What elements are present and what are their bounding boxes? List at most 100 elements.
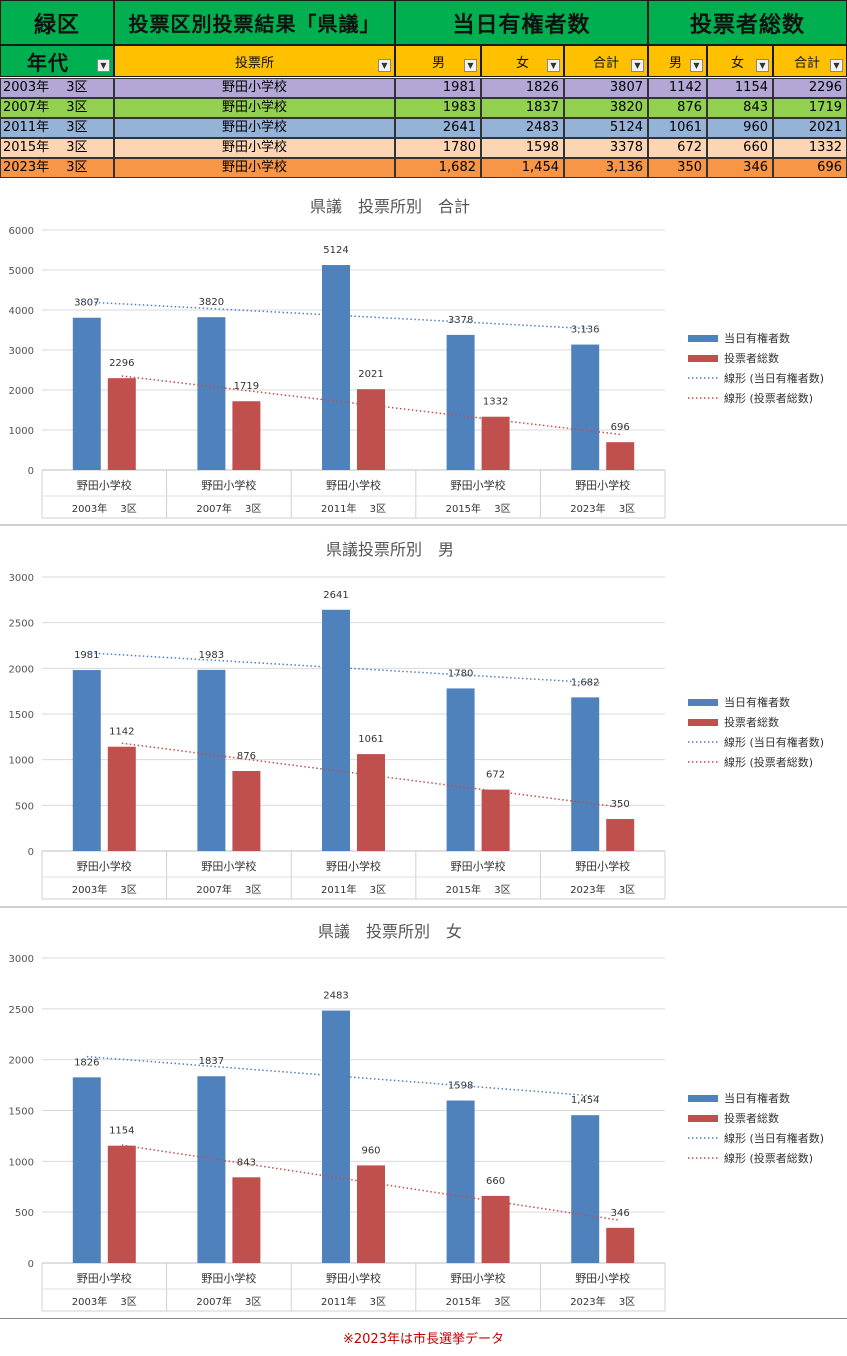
filter-dropdown-icon[interactable]: ▼ [97,59,110,72]
bar-voters [322,1010,350,1263]
data-label: 346 [611,1208,630,1219]
data-label: 1598 [448,1081,473,1092]
filter-dropdown-icon[interactable]: ▼ [464,59,477,72]
voters-male-cell[interactable]: 2641 [395,118,481,138]
voters-female-cell[interactable]: 1837 [481,98,564,118]
bar-voters [72,317,101,470]
bar-voters [446,1100,475,1263]
bar-turnout [107,378,136,470]
data-label: 3807 [74,298,99,309]
turnout-male-cell[interactable]: 876 [648,98,707,118]
voters-female-cell[interactable]: 1,454 [481,158,564,178]
voters-male-cell[interactable]: 1,682 [395,158,481,178]
x-tick-label: 野田小学校 [451,1271,506,1285]
col-voters-total-header[interactable]: 合計 ▼ [564,45,648,77]
x-tick-label: 野田小学校 [575,1271,630,1285]
year-cell[interactable]: 2003年 3区 [0,78,114,98]
data-label: 1981 [74,650,99,661]
bar-turnout [481,1195,510,1263]
year-cell[interactable]: 2023年 3区 [0,158,114,178]
voters-female-cell[interactable]: 1598 [481,138,564,158]
x-group-label: 2003年 3区 [72,502,137,515]
voters-male-cell[interactable]: 1780 [395,138,481,158]
y-tick-label: 2500 [9,619,34,630]
bar-turnout [606,442,635,470]
turnout-female-cell[interactable]: 346 [707,158,773,178]
col-turnout-female-header[interactable]: 女 ▼ [707,45,773,77]
turnout-total-cell[interactable]: 1719 [773,98,847,118]
bar-voters [322,265,350,470]
data-label: 1837 [199,1056,224,1067]
col-voters-female-header[interactable]: 女 ▼ [481,45,564,77]
chart-divider [0,524,847,526]
col-voters-male-header[interactable]: 男 ▼ [395,45,481,77]
year-cell[interactable]: 2011年 3区 [0,118,114,138]
y-tick-label: 1000 [9,1157,34,1168]
legend-label: 当日有権者数 [724,1091,790,1105]
legend-swatch-voters [688,335,718,342]
turnout-female-cell[interactable]: 660 [707,138,773,158]
bar-turnout [357,754,385,851]
voters-total-cell[interactable]: 3378 [564,138,648,158]
col-year-header[interactable]: 年代 ▼ [0,45,114,77]
voters-total-cell[interactable]: 5124 [564,118,648,138]
col-turnout-total-label: 合計 [794,55,821,71]
turnout-total-cell[interactable]: 2296 [773,78,847,98]
turnout-total-cell[interactable]: 696 [773,158,847,178]
voters-male-cell[interactable]: 1981 [395,78,481,98]
voters-female-cell[interactable]: 1826 [481,78,564,98]
turnout-male-cell[interactable]: 1142 [648,78,707,98]
legend-swatch-turnout [688,1115,718,1122]
x-tick-label: 野田小学校 [575,478,630,492]
bar-turnout [481,416,510,470]
title-cell: 投票区別投票結果「県議」 [114,0,395,45]
legend-label: 当日有権者数 [724,331,790,345]
place-cell[interactable]: 野田小学校 [114,118,395,138]
data-label: 660 [486,1176,505,1187]
legend-swatch-voters [688,1095,718,1102]
turnout-male-cell[interactable]: 350 [648,158,707,178]
x-tick-label: 野田小学校 [575,859,630,873]
voters-male-cell[interactable]: 1983 [395,98,481,118]
turnout-female-cell[interactable]: 960 [707,118,773,138]
voters-total-cell[interactable]: 3820 [564,98,648,118]
chart-male[interactable]: 県議投票所別 男 0 500 1000 1500 2000 2500 3000 野田小学校 200… [0,526,847,906]
turnout-female-cell[interactable]: 843 [707,98,773,118]
col-turnout-male-header[interactable]: 男 ▼ [648,45,707,77]
legend-label: 当日有権者数 [724,695,790,709]
place-cell[interactable]: 野田小学校 [114,158,395,178]
x-tick-label: 野田小学校 [77,1271,132,1285]
place-cell[interactable]: 野田小学校 [114,138,395,158]
col-place-label: 投票所 [234,55,274,71]
bar-turnout [107,1145,136,1263]
filter-active-icon[interactable]: ▼ [378,59,391,72]
col-place-header[interactable]: 投票所 ▼ [114,45,395,77]
turnout-total-cell[interactable]: 2021 [773,118,847,138]
chart-female[interactable]: 県議 投票所別 女 0 500 1000 1500 2000 2500 3000 野田小学校 20… [0,908,847,1316]
legend-label: 線形 (投票者総数) [724,755,813,769]
bar-turnout [107,746,136,851]
place-cell[interactable]: 野田小学校 [114,78,395,98]
chart-total[interactable]: 県議 投票所別 合計 0 1000 2000 3000 4000 5000 6000 野田小学校… [0,180,847,524]
x-tick-label: 野田小学校 [77,859,132,873]
x-group-label: 2011年 3区 [321,502,386,515]
turnout-male-cell[interactable]: 672 [648,138,707,158]
turnout-total-cell[interactable]: 1332 [773,138,847,158]
filter-dropdown-icon[interactable]: ▼ [756,59,769,72]
legend-swatch-voters [688,699,718,706]
voters-female-cell[interactable]: 2483 [481,118,564,138]
filter-dropdown-icon[interactable]: ▼ [631,59,644,72]
col-turnout-total-header[interactable]: 合計 ▼ [773,45,847,77]
turnout-female-cell[interactable]: 1154 [707,78,773,98]
data-label: 3378 [448,315,473,326]
data-label: 1061 [358,734,383,745]
voters-total-cell[interactable]: 3,136 [564,158,648,178]
filter-dropdown-icon[interactable]: ▼ [830,59,843,72]
year-cell[interactable]: 2015年 3区 [0,138,114,158]
voters-total-cell[interactable]: 3807 [564,78,648,98]
filter-dropdown-icon[interactable]: ▼ [690,59,703,72]
year-cell[interactable]: 2007年 3区 [0,98,114,118]
place-cell[interactable]: 野田小学校 [114,98,395,118]
turnout-male-cell[interactable]: 1061 [648,118,707,138]
filter-dropdown-icon[interactable]: ▼ [547,59,560,72]
